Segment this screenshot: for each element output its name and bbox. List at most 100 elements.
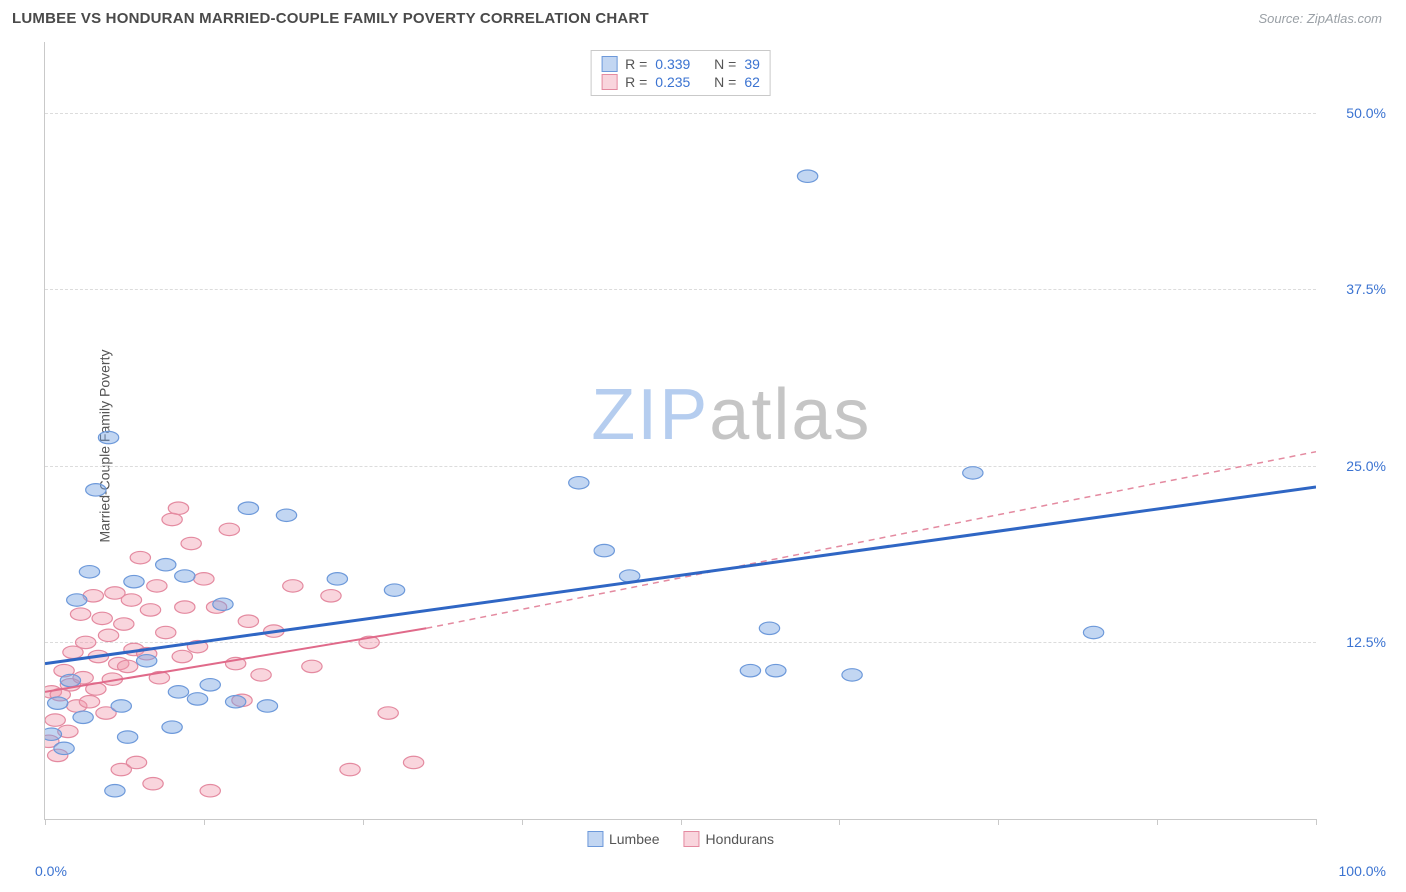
data-point [60,674,80,686]
stats-legend-row: R = 0.235 N = 62 [601,73,760,91]
legend-swatch [684,831,700,847]
stats-legend-row: R = 0.339 N = 39 [601,55,760,73]
data-point [130,551,150,563]
data-point [594,544,614,556]
data-point [842,669,862,681]
data-point [302,660,322,672]
x-tick [1157,819,1158,825]
series-legend: Lumbee Hondurans [587,831,774,847]
legend-swatch [601,56,617,72]
data-point [187,693,207,705]
data-point [156,626,176,638]
data-point [70,608,90,620]
data-point [797,170,817,182]
r-value: 0.235 [655,74,690,90]
data-point [111,700,131,712]
data-point [156,558,176,570]
data-point [168,686,188,698]
n-label: N = [714,56,736,72]
x-tick [204,819,205,825]
data-point [181,537,201,549]
data-point [175,601,195,613]
data-point [168,502,188,514]
data-point [54,742,74,754]
n-value: 39 [744,56,760,72]
data-point [73,711,93,723]
data-point [378,707,398,719]
series-name: Lumbee [609,831,660,847]
y-tick-label: 37.5% [1346,281,1386,297]
y-tick-label: 50.0% [1346,105,1386,121]
chart-title: LUMBEE VS HONDURAN MARRIED-COUPLE FAMILY… [12,10,649,27]
x-tick [998,819,999,825]
legend-swatch [587,831,603,847]
data-point [1083,626,1103,638]
data-point [384,584,404,596]
data-point [251,669,271,681]
data-point [963,467,983,479]
data-point [283,580,303,592]
data-point [86,484,106,496]
data-point [403,756,423,768]
series-name: Hondurans [706,831,775,847]
data-point [126,756,146,768]
data-point [98,431,118,443]
x-axis-min-label: 0.0% [35,863,67,879]
trend-line [45,487,1316,664]
scatter-plot [45,42,1316,819]
x-tick [522,819,523,825]
data-point [327,573,347,585]
x-tick [839,819,840,825]
x-tick [681,819,682,825]
data-point [143,777,163,789]
data-point [105,785,125,797]
data-point [194,573,214,585]
legend-swatch [601,74,617,90]
r-label: R = [625,74,647,90]
data-point [172,650,192,662]
data-point [276,509,296,521]
data-point [219,523,239,535]
data-point [140,604,160,616]
chart-area: R = 0.339 N = 39 R = 0.235 N = 62 ZIPatl… [44,42,1316,820]
x-tick [1316,819,1317,825]
x-axis-max-label: 100.0% [1339,863,1386,879]
data-point [766,664,786,676]
data-point [137,655,157,667]
trend-line [426,452,1316,629]
data-point [48,697,68,709]
stats-legend: R = 0.339 N = 39 R = 0.235 N = 62 [590,50,771,96]
data-point [740,664,760,676]
y-tick-label: 12.5% [1346,634,1386,650]
data-point [162,513,182,525]
data-point [175,570,195,582]
data-point [114,618,134,630]
data-point [321,590,341,602]
data-point [45,728,62,740]
data-point [162,721,182,733]
data-point [257,700,277,712]
data-point [67,594,87,606]
data-point [213,598,233,610]
data-point [124,575,144,587]
data-point [79,566,99,578]
n-value: 62 [744,74,760,90]
data-point [147,580,167,592]
data-point [200,679,220,691]
r-label: R = [625,56,647,72]
data-point [200,785,220,797]
data-point [98,629,118,641]
data-point [759,622,779,634]
y-tick-label: 25.0% [1346,458,1386,474]
x-tick [363,819,364,825]
data-point [121,594,141,606]
data-point [45,714,65,726]
n-label: N = [714,74,736,90]
data-point [569,477,589,489]
data-point [92,612,112,624]
data-point [225,696,245,708]
source-attribution: Source: ZipAtlas.com [1258,11,1382,26]
data-point [238,502,258,514]
data-point [117,660,137,672]
x-tick [45,819,46,825]
